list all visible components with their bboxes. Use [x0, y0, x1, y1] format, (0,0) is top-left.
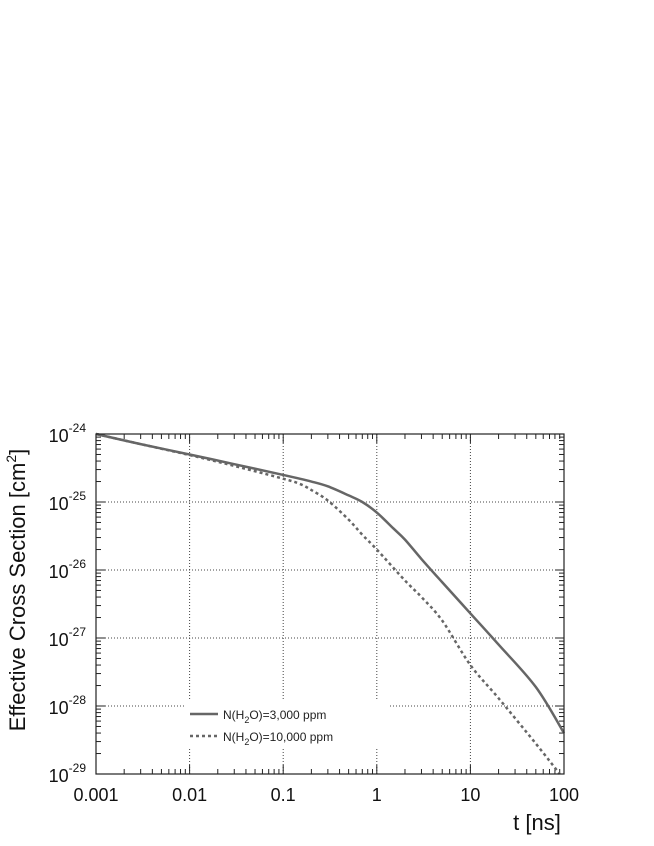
series-line-1 [95, 432, 566, 734]
minor-ticks [95, 433, 565, 775]
x-tick-label: 0.01 [172, 785, 207, 805]
y-tick-label: 10-27 [49, 625, 87, 650]
y-tick-label: 10-26 [49, 557, 87, 582]
y-tick-label: 10-29 [49, 761, 87, 786]
y-tick-label: 10-25 [49, 489, 87, 514]
series-layer [95, 432, 566, 775]
y-tick-label: 10-24 [49, 421, 87, 446]
y-axis-title: Effective Cross Section [cm2] [3, 449, 30, 732]
legend-sub-series-1: 2 [244, 715, 249, 725]
legend-label-series-1: N(H2O)=3,000 ppm [223, 708, 326, 725]
x-tick-label: 10 [460, 785, 480, 805]
x-tick-label: 0.001 [73, 785, 118, 805]
plot-frame [95, 433, 565, 775]
series-line-2 [95, 432, 561, 775]
x-tick-label: 100 [549, 785, 579, 805]
y-axis-title-sup: 2 [3, 455, 19, 463]
x-tick-label: 1 [372, 785, 382, 805]
x-tick-label: 0.1 [271, 785, 296, 805]
y-tick-labels: 10-24 10-25 10-26 10-27 10-28 10-29 [49, 421, 87, 786]
legend-label-series-2: N(H2O)=10,000 ppm [223, 730, 333, 747]
x-tick-labels: 0.001 0.01 0.1 1 10 100 [73, 785, 579, 805]
legend-box [185, 700, 390, 748]
legend-sub-series-2: 2 [244, 737, 249, 747]
legend: N(H2O)=3,000 ppm N(H2O)=10,000 ppm [185, 700, 390, 748]
x-axis-title: t [ns] [513, 810, 561, 835]
y-tick-label: 10-28 [49, 693, 87, 718]
